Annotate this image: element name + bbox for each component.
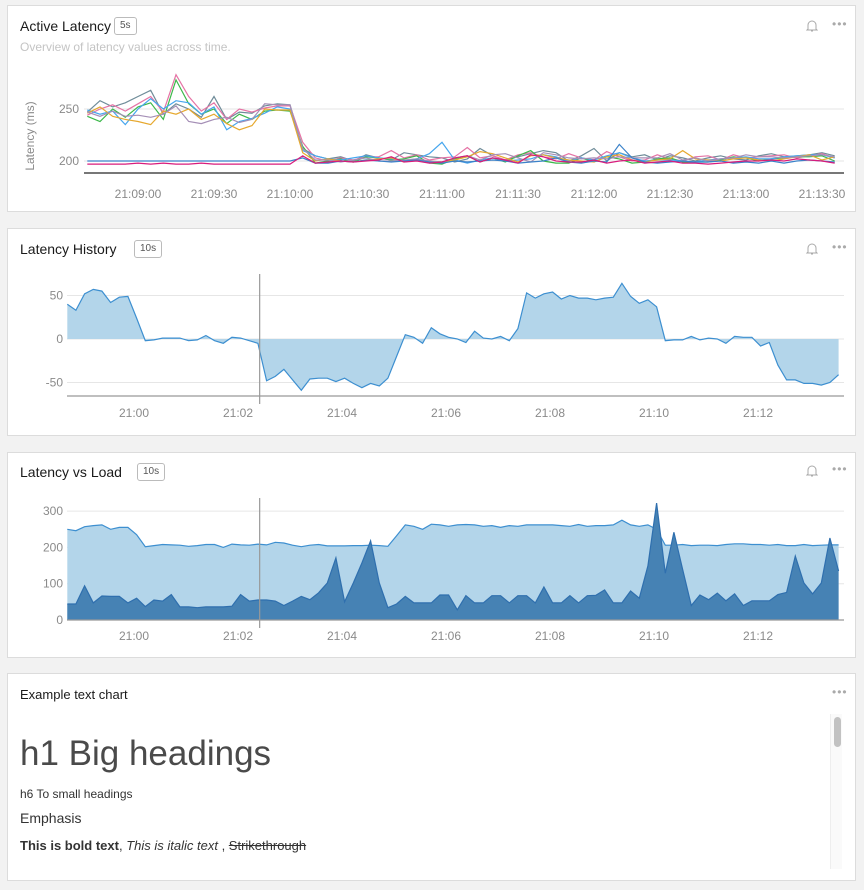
refresh-interval-badge: 10s [137, 463, 166, 481]
refresh-interval-badge: 5s [114, 17, 137, 35]
more-options-icon[interactable]: ••• [832, 685, 848, 699]
x-tick-label: 21:12 [743, 629, 773, 643]
more-options-icon[interactable]: ••• [832, 462, 848, 476]
panel-active-latency: Active Latency 5s Overview of latency va… [7, 5, 856, 212]
y-tick-label: 100 [43, 577, 63, 591]
x-tick-label: 21:04 [327, 629, 357, 643]
x-tick-label: 21:12:00 [571, 187, 618, 201]
y-tick-label: 0 [56, 332, 63, 346]
series-line [87, 73, 835, 162]
series-line [67, 503, 840, 611]
x-tick-label: 21:11:00 [419, 187, 465, 201]
scrollbar[interactable] [830, 714, 842, 869]
heading-h6: h6 To small headings [20, 787, 133, 801]
y-tick-label: 50 [50, 289, 64, 303]
panel-subtitle: Overview of latency values across time. [20, 40, 231, 54]
x-tick-label: 21:10:00 [267, 187, 314, 201]
panel-title: Latency vs Load [20, 464, 122, 480]
bell-icon[interactable] [806, 464, 818, 478]
more-options-icon[interactable]: ••• [832, 240, 848, 254]
refresh-interval-badge: 10s [134, 240, 163, 258]
separator: , [217, 838, 229, 853]
y-tick-label: 0 [56, 613, 63, 627]
x-tick-label: 21:13:00 [723, 187, 770, 201]
y-tick-label: 200 [59, 154, 79, 168]
x-tick-label: 21:04 [327, 406, 357, 420]
scrollbar-thumb[interactable] [834, 717, 841, 747]
series-area [67, 283, 839, 391]
panel-title: Latency History [20, 241, 117, 257]
panel-latency-vs-load: Latency vs Load 10s ••• 300 200 100 0 21:00 2… [7, 452, 856, 658]
x-tick-label: 21:06 [431, 406, 461, 420]
strikethrough-text: Strikethrough [228, 838, 307, 853]
chart-active-latency: 250 200 21:09:00 21:09:30 21:10:00 21:10:30 21… [23, 73, 846, 201]
chart-latency-vs-load: 300 200 100 0 21:00 21:02 21:04 21:06 21:08 21:10… [43, 498, 844, 643]
emphasis-heading: Emphasis [20, 810, 82, 826]
chart-latency-history: 50 0 -50 21:00 21:02 21:04 21:06 21:08 21:10 21:1… [46, 274, 844, 420]
series-area [67, 503, 839, 620]
series-line [87, 106, 835, 163]
italic-text: This is italic text [126, 838, 218, 853]
y-axis-label: Latency (ms) [23, 101, 37, 170]
x-tick-label: 21:00 [119, 406, 149, 420]
y-tick-label: -50 [46, 376, 64, 390]
x-tick-label: 21:09:30 [191, 187, 238, 201]
formatted-text-line: This is bold text, This is italic text ,… [20, 838, 306, 853]
y-tick-label: 250 [59, 102, 79, 116]
x-tick-label: 21:11:30 [495, 187, 541, 201]
heading-h1: h1 Big headings [20, 734, 272, 773]
x-tick-label: 21:02 [223, 406, 253, 420]
x-tick-label: 21:12 [743, 406, 773, 420]
x-tick-label: 21:00 [119, 629, 149, 643]
series-line [67, 519, 839, 549]
x-tick-label: 21:10 [639, 629, 669, 643]
series-line [87, 154, 835, 165]
more-options-icon[interactable]: ••• [832, 17, 848, 31]
x-tick-label: 21:06 [431, 629, 461, 643]
separator: , [118, 838, 127, 853]
bell-icon[interactable] [806, 242, 818, 256]
panel-title: Active Latency [20, 18, 112, 34]
x-tick-label: 21:09:00 [115, 187, 162, 201]
x-tick-label: 21:08 [535, 406, 565, 420]
x-tick-label: 21:08 [535, 629, 565, 643]
x-tick-label: 21:10:30 [343, 187, 390, 201]
x-tick-label: 21:02 [223, 629, 253, 643]
series-line [87, 143, 835, 164]
bell-icon[interactable] [806, 19, 818, 33]
series-line [66, 282, 840, 392]
y-tick-label: 200 [43, 540, 63, 554]
x-tick-label: 21:10 [639, 406, 669, 420]
x-tick-label: 21:13:30 [799, 187, 846, 201]
panel-example-text: Example text chart ••• h1 Big headings h… [7, 673, 856, 881]
bold-text: This is bold text [20, 838, 119, 853]
y-tick-label: 300 [43, 504, 63, 518]
panel-latency-history: Latency History 10s ••• 50 0 -50 21:00 21:02… [7, 228, 856, 436]
series-line [86, 89, 835, 163]
x-tick-label: 21:12:30 [647, 187, 694, 201]
panel-title: Example text chart [20, 687, 128, 702]
